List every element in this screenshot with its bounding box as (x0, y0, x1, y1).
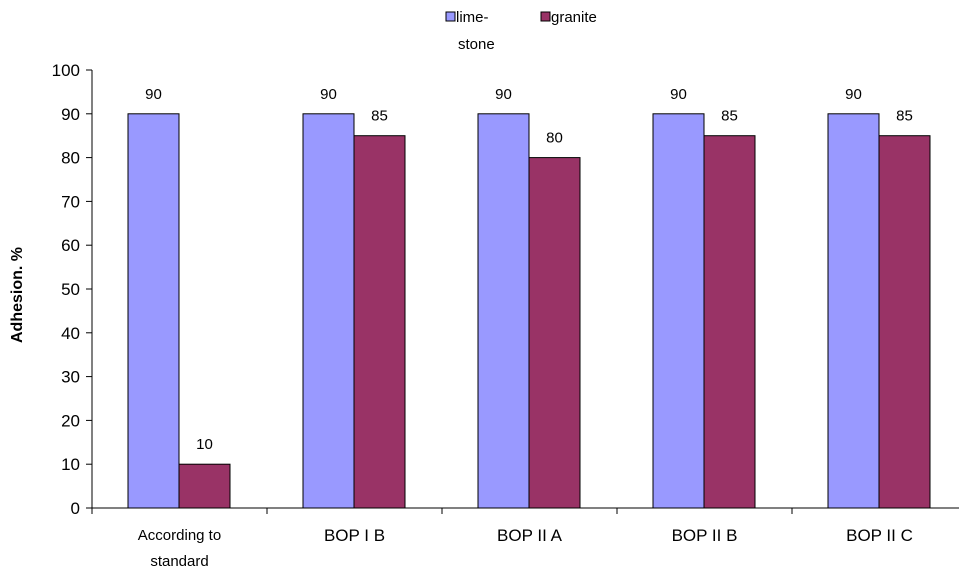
bar-limestone (652, 113, 705, 509)
y-tick-label: 50 (61, 280, 80, 299)
x-tick-label: BOP I B (324, 526, 385, 545)
bar-granite (703, 135, 756, 509)
bar-granite (878, 135, 931, 509)
x-tick-label: BOP II A (497, 526, 563, 545)
bar-limestone (302, 113, 355, 509)
x-tick-label: BOP II C (846, 526, 913, 545)
y-tick-label: 90 (61, 105, 80, 124)
y-tick-label: 20 (61, 411, 80, 430)
legend-label: granite (551, 9, 597, 26)
legend: lime-stone granite (445, 9, 597, 53)
y-tick-label: 40 (61, 324, 80, 343)
x-tick-label: According to standard (138, 527, 221, 570)
data-label: 85 (896, 108, 913, 125)
data-label: 85 (721, 108, 738, 125)
bar-limestone (477, 113, 530, 509)
y-axis: 0 10 20 30 40 50 60 70 80 90 100 (52, 61, 93, 518)
data-label: 90 (495, 86, 512, 103)
y-tick-label: 70 (61, 192, 80, 211)
bar-granite (528, 157, 581, 509)
data-label: 85 (371, 108, 388, 125)
bar-granite (178, 463, 231, 509)
data-label: 90 (320, 86, 337, 103)
y-axis-label: Adhesion. % (9, 247, 26, 343)
data-label: 80 (546, 130, 563, 147)
data-label: 90 (670, 86, 687, 103)
y-tick-label: 100 (52, 61, 80, 80)
legend-label: lime-stone (456, 9, 495, 53)
bars (127, 113, 931, 509)
y-tick-label: 30 (61, 368, 80, 387)
bar-granite (353, 135, 406, 509)
y-tick-label: 0 (71, 499, 80, 518)
y-tick-label: 80 (61, 149, 80, 168)
legend-swatch (445, 11, 456, 22)
data-label: 10 (196, 436, 213, 453)
data-label: 90 (145, 86, 162, 103)
data-label: 90 (845, 86, 862, 103)
bar-limestone (827, 113, 880, 509)
data-labels: 90 10 90 85 90 80 90 85 90 85 (145, 86, 913, 453)
legend-swatch (540, 11, 551, 22)
y-tick-label: 60 (61, 236, 80, 255)
y-tick-label: 10 (61, 455, 80, 474)
x-axis: According to standard BOP I B BOP II A BOP I… (91, 507, 959, 570)
x-tick-label: BOP II B (672, 526, 738, 545)
bar-limestone (127, 113, 180, 509)
